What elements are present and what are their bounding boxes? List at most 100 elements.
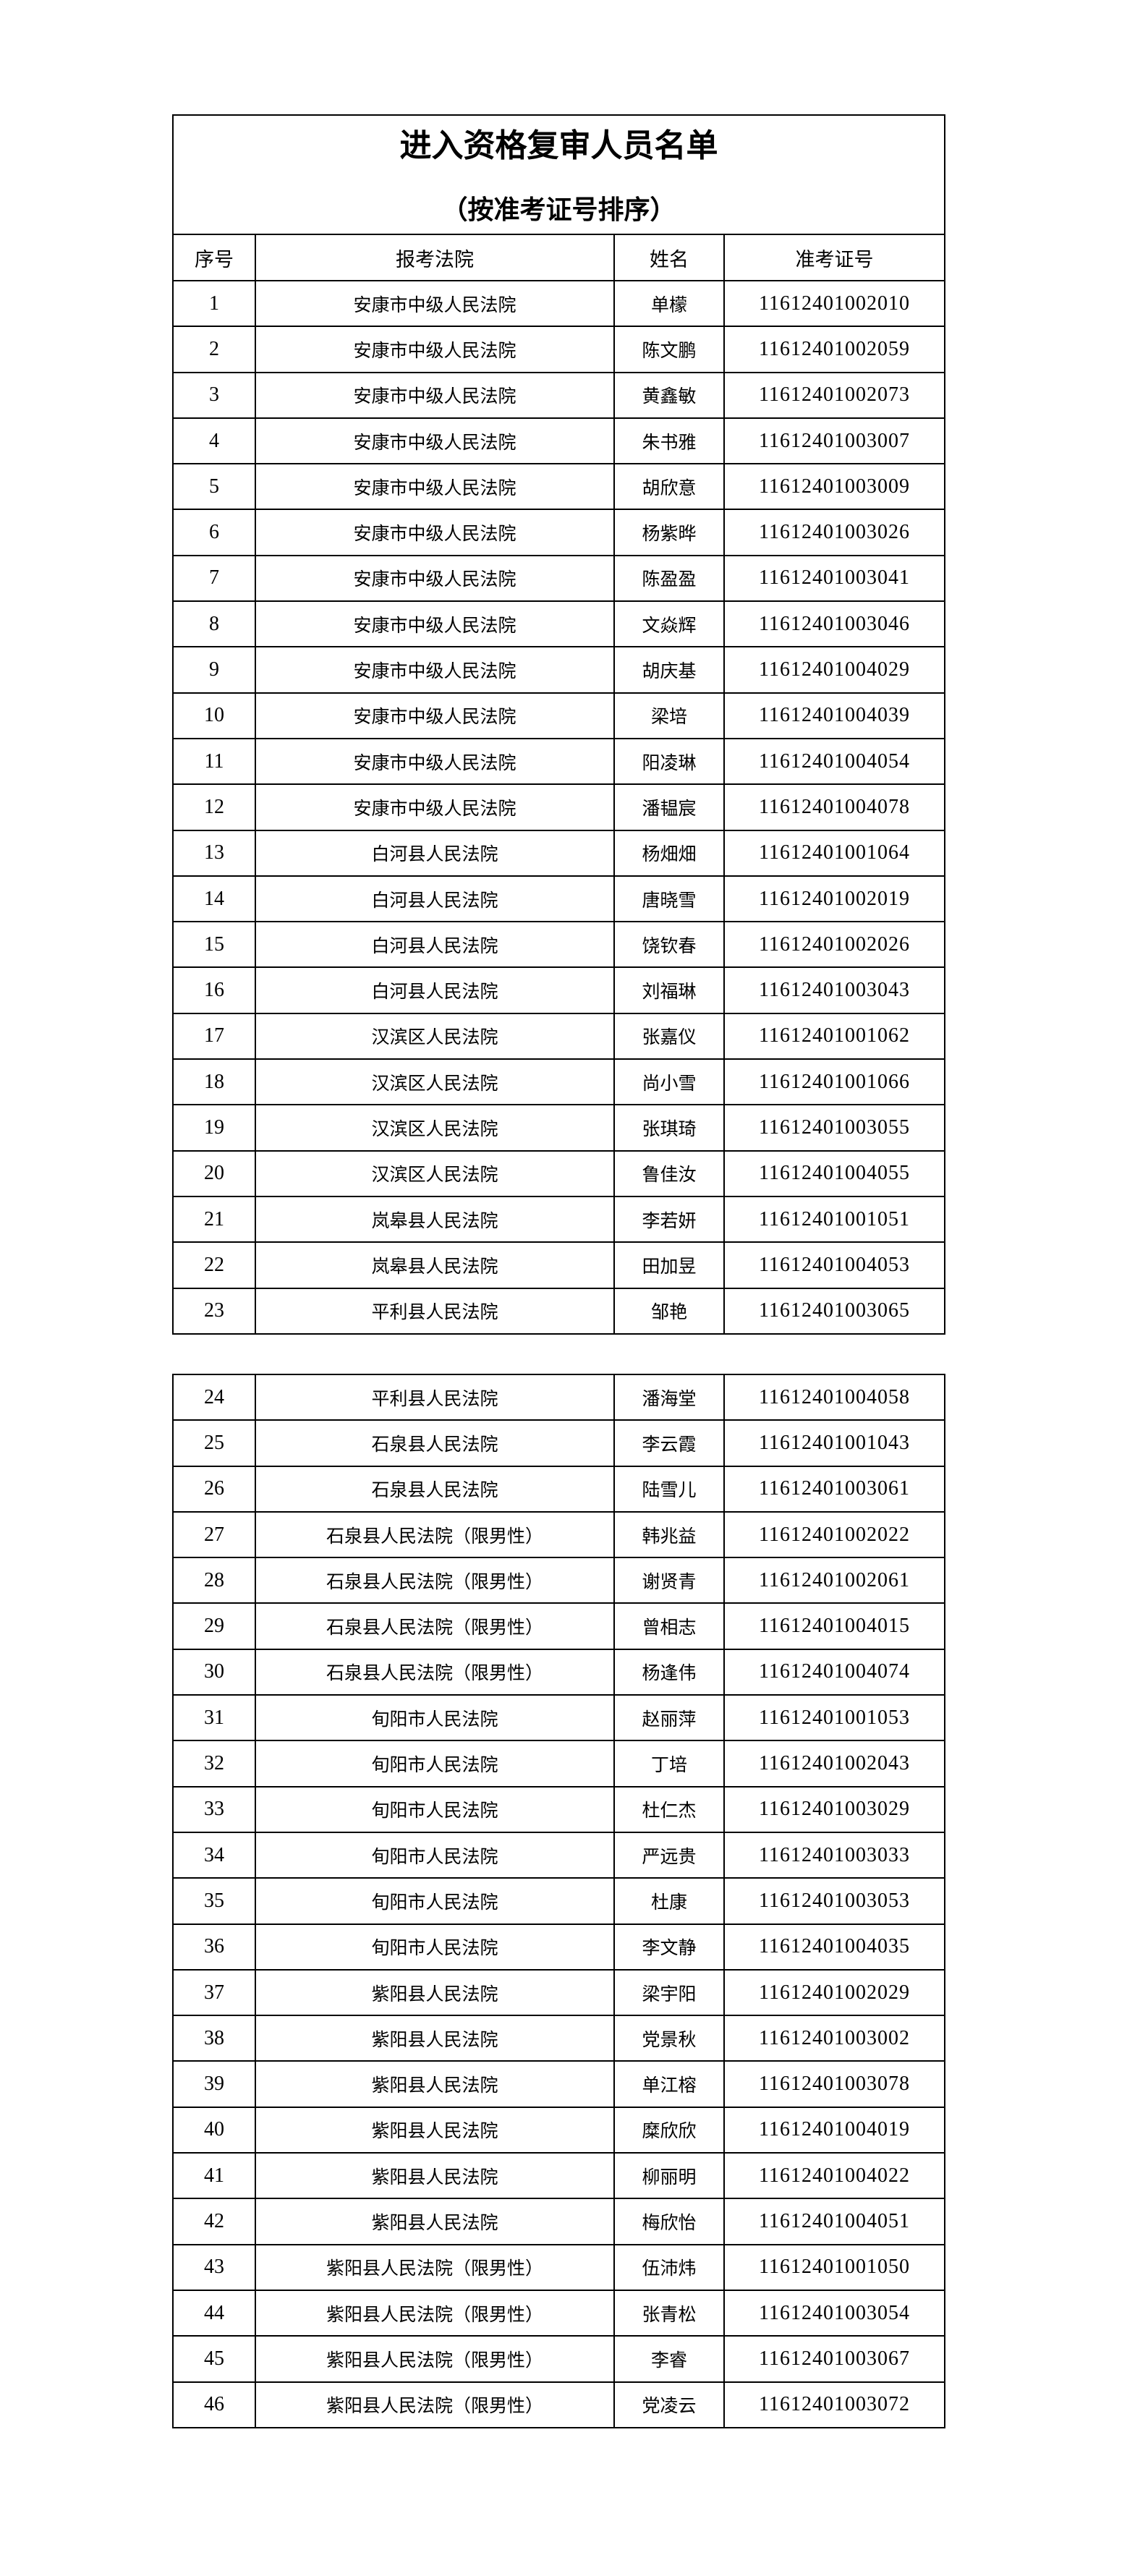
- row-exam-id: 11612401002022: [723, 1510, 945, 1559]
- row-court: 安康市中级人民法院: [255, 554, 615, 603]
- row-index: 6: [172, 509, 256, 556]
- title-row: 进入资格复审人员名单 （按准考证号排序）: [172, 114, 945, 235]
- row-court: 紫阳县人民法院: [255, 2106, 615, 2154]
- row-exam-id: 11612401004035: [723, 1923, 945, 1971]
- row-exam-id: 11612401004022: [723, 2152, 945, 2200]
- header-row: 序号 报考法院 姓名 准考证号: [172, 234, 945, 281]
- table-body: 24 平利县人民法院 潘海堂 11612401004058 25 石泉县人民法院 李云霞 11…: [172, 1373, 945, 2428]
- table-row: 5 安康市中级人民法院 胡欣意 11612401003009: [172, 463, 945, 511]
- table-row: 30 石泉县人民法院（限男性） 杨逢伟 11612401004074: [172, 1648, 945, 1696]
- row-name: 党景秋: [613, 2015, 725, 2062]
- row-name: 张嘉仪: [613, 1012, 725, 1060]
- table-row: 35 旬阳市人民法院 杜康 11612401003053: [172, 1877, 945, 1925]
- row-name: 谢贤青: [613, 1557, 725, 1604]
- table-row: 31 旬阳市人民法院 赵丽萍 11612401001053: [172, 1694, 945, 1742]
- row-index: 23: [172, 1287, 256, 1335]
- row-exam-id: 11612401001051: [723, 1195, 945, 1244]
- table-row: 34 旬阳市人民法院 严远贵 11612401003033: [172, 1831, 945, 1879]
- row-court: 安康市中级人民法院: [255, 600, 615, 648]
- row-index: 43: [172, 2243, 256, 2291]
- row-index: 45: [172, 2335, 256, 2383]
- row-court: 紫阳县人民法院: [255, 2015, 615, 2062]
- row-index: 24: [172, 1373, 256, 1421]
- row-index: 12: [172, 783, 256, 831]
- row-name: 李睿: [613, 2335, 725, 2383]
- row-exam-id: 11612401003067: [723, 2335, 945, 2383]
- row-exam-id: 11612401002043: [723, 1740, 945, 1788]
- header-court: 报考法院: [255, 234, 615, 281]
- table-row: 15 白河县人民法院 饶钦春 11612401002026: [172, 921, 945, 969]
- row-court: 旬阳市人民法院: [255, 1923, 615, 1971]
- row-court: 岚皋县人民法院: [255, 1195, 615, 1244]
- row-exam-id: 11612401003043: [723, 966, 945, 1014]
- row-index: 35: [172, 1877, 256, 1925]
- row-name: 杨逢伟: [613, 1648, 725, 1696]
- table-body: 1 安康市中级人民法院 单檬 11612401002010 2 安康市中级人民法院 陈文鹏 1…: [172, 279, 945, 1335]
- table-row: 45 紫阳县人民法院（限男性） 李睿 11612401003067: [172, 2335, 945, 2383]
- row-index: 5: [172, 463, 256, 511]
- row-court: 安康市中级人民法院: [255, 463, 615, 511]
- row-exam-id: 11612401004055: [723, 1149, 945, 1197]
- table-row: 17 汉滨区人民法院 张嘉仪 11612401001062: [172, 1012, 945, 1060]
- row-exam-id: 11612401003026: [723, 509, 945, 556]
- table-row: 2 安康市中级人民法院 陈文鹏 11612401002059: [172, 326, 945, 373]
- row-exam-id: 11612401003055: [723, 1104, 945, 1152]
- row-exam-id: 11612401002073: [723, 371, 945, 419]
- row-exam-id: 11612401003033: [723, 1831, 945, 1879]
- row-court: 岚皋县人民法院: [255, 1241, 615, 1289]
- row-name: 邹艳: [613, 1287, 725, 1335]
- row-index: 40: [172, 2106, 256, 2154]
- row-name: 糜欣欣: [613, 2106, 725, 2154]
- row-exam-id: 11612401001064: [723, 829, 945, 877]
- table-row: 4 安康市中级人民法院 朱书雅 11612401003007: [172, 417, 945, 465]
- row-index: 31: [172, 1694, 256, 1742]
- row-name: 单檬: [613, 279, 725, 328]
- row-court: 安康市中级人民法院: [255, 737, 615, 786]
- row-exam-id: 11612401001062: [723, 1012, 945, 1060]
- row-exam-id: 11612401002061: [723, 1557, 945, 1604]
- table-row: 20 汉滨区人民法院 鲁佳汝 11612401004055: [172, 1149, 945, 1197]
- row-name: 杜康: [613, 1877, 725, 1925]
- row-court: 安康市中级人民法院: [255, 783, 615, 831]
- row-name: 杜仁杰: [613, 1785, 725, 1833]
- document-subtitle: （按准考证号排序）: [441, 194, 676, 225]
- row-court: 石泉县人民法院（限男性）: [255, 1557, 615, 1604]
- row-index: 41: [172, 2152, 256, 2200]
- table-row: 16 白河县人民法院 刘福琳 11612401003043: [172, 966, 945, 1014]
- table-row: 7 安康市中级人民法院 陈盈盈 11612401003041: [172, 554, 945, 603]
- row-exam-id: 11612401004019: [723, 2106, 945, 2154]
- row-exam-id: 11612401003053: [723, 1877, 945, 1925]
- row-court: 紫阳县人民法院（限男性）: [255, 2381, 615, 2428]
- row-court: 安康市中级人民法院: [255, 692, 615, 739]
- row-index: 27: [172, 1510, 256, 1559]
- row-name: 阳凌琳: [613, 737, 725, 786]
- table-row: 13 白河县人民法院 杨畑畑 11612401001064: [172, 829, 945, 877]
- row-exam-id: 11612401003072: [723, 2381, 945, 2428]
- row-court: 安康市中级人民法院: [255, 509, 615, 556]
- table-row: 32 旬阳市人民法院 丁培 11612401002043: [172, 1740, 945, 1788]
- table-row: 29 石泉县人民法院（限男性） 曾相志 11612401004015: [172, 1602, 945, 1650]
- row-name: 尚小雪: [613, 1058, 725, 1106]
- row-court: 旬阳市人民法院: [255, 1740, 615, 1788]
- row-name: 文焱辉: [613, 600, 725, 648]
- row-name: 唐晓雪: [613, 875, 725, 923]
- row-name: 胡庆基: [613, 646, 725, 694]
- row-court: 紫阳县人民法院（限男性）: [255, 2289, 615, 2337]
- row-name: 陈文鹏: [613, 326, 725, 373]
- row-name: 赵丽萍: [613, 1694, 725, 1742]
- row-court: 石泉县人民法院（限男性）: [255, 1510, 615, 1559]
- row-index: 9: [172, 646, 256, 694]
- row-court: 旬阳市人民法院: [255, 1785, 615, 1833]
- row-index: 28: [172, 1557, 256, 1604]
- table-row: 8 安康市中级人民法院 文焱辉 11612401003046: [172, 600, 945, 648]
- row-name: 李文静: [613, 1923, 725, 1971]
- table-row: 1 安康市中级人民法院 单檬 11612401002010: [172, 279, 945, 328]
- row-name: 陆雪儿: [613, 1465, 725, 1513]
- row-exam-id: 11612401003029: [723, 1785, 945, 1833]
- table-row: 21 岚皋县人民法院 李若妍 11612401001051: [172, 1195, 945, 1244]
- row-index: 46: [172, 2381, 256, 2428]
- row-index: 38: [172, 2015, 256, 2062]
- row-exam-id: 11612401002010: [723, 279, 945, 328]
- row-exam-id: 11612401001066: [723, 1058, 945, 1106]
- row-court: 平利县人民法院: [255, 1373, 615, 1421]
